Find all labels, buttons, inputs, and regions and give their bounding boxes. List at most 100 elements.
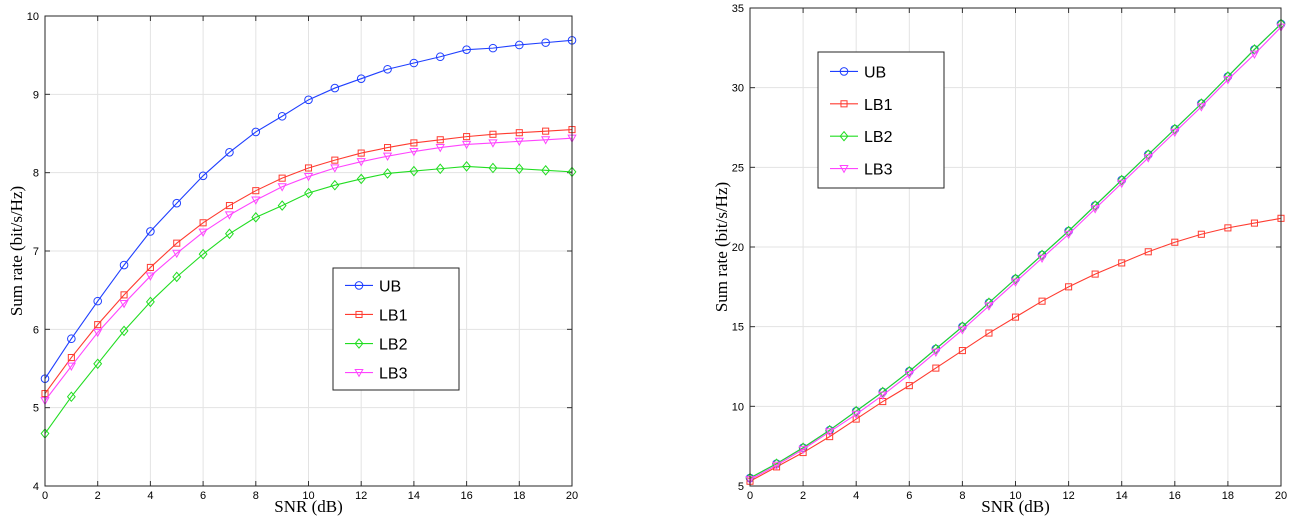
data-point-ub (67, 334, 76, 344)
data-point-ub (488, 43, 498, 53)
data-point-lb1 (436, 136, 444, 144)
legend: UB LB1 LB2 LB3 (332, 267, 460, 391)
data-point-lb3 (145, 272, 156, 281)
legend-label-ub: UB (864, 64, 886, 81)
x-tick-label: 20 (1275, 490, 1287, 502)
data-point-ub (277, 111, 287, 121)
y-tick-label: 5 (33, 403, 39, 415)
x-tick-label: 2 (800, 490, 806, 502)
chart-panel-2: 0 2 4 6 8 10 12 14 16 18 20 5 10 15 20 25 30 35 SNR (dB) Su… (712, 3, 1287, 516)
data-point-lb1 (826, 433, 834, 441)
data-point-lb1 (252, 187, 260, 195)
x-axis-label: SNR (dB) (981, 497, 1049, 516)
data-point-lb2 (409, 165, 419, 177)
data-point-lb2 (119, 325, 129, 337)
legend-label-lb2: LB2 (864, 129, 893, 146)
x-tick-label: 16 (460, 490, 472, 502)
series-lb2 (40, 161, 577, 439)
data-point-lb1 (463, 133, 471, 141)
data-point-lb1 (146, 263, 154, 271)
legend-marker-lb2 (354, 338, 364, 349)
x-tick-label: 14 (408, 490, 420, 502)
data-point-lb2 (172, 271, 182, 283)
legend-box (817, 51, 945, 189)
x-tick-label: 10 (1009, 490, 1021, 502)
axes-frame (44, 15, 573, 487)
data-point-lb1 (199, 219, 207, 227)
data-point-lb1 (173, 239, 181, 247)
data-point-lb2 (304, 187, 313, 199)
data-point-lb2 (1223, 71, 1233, 82)
data-point-lb2 (66, 391, 76, 403)
x-tick-label: 16 (1169, 490, 1181, 502)
data-point-lb3 (356, 158, 366, 167)
x-tick-label: 18 (513, 490, 525, 502)
x-tick-label: 12 (1062, 490, 1074, 502)
data-point-lb2 (1037, 249, 1047, 261)
data-point-lb1 (120, 291, 128, 299)
data-point-lb1 (958, 347, 966, 355)
data-point-ub (541, 38, 550, 47)
data-point-lb2 (1064, 225, 1074, 237)
legend-marker-lb2 (839, 130, 849, 142)
data-point-lb3 (851, 410, 861, 420)
data-point-lb2 (198, 248, 208, 260)
legend-label-ub: UB (379, 278, 401, 295)
x-tick-label: 10 (302, 490, 314, 502)
data-point-lb3 (1117, 179, 1127, 189)
data-point-lb2 (435, 163, 445, 175)
data-point-lb1 (94, 321, 102, 329)
data-point-lb2 (383, 168, 393, 179)
data-point-ub (172, 198, 182, 208)
y-tick-label: 10 (732, 401, 744, 413)
data-point-lb3 (1196, 103, 1206, 112)
data-point-lb2 (904, 365, 914, 377)
data-point-ub (93, 296, 102, 306)
data-point-lb1 (542, 127, 550, 135)
x-tick-label: 2 (95, 490, 101, 502)
data-point-lb2 (878, 386, 888, 398)
x-tick-label: 4 (147, 490, 153, 502)
data-point-lb2 (514, 163, 524, 175)
data-point-lb1 (1091, 270, 1099, 278)
data-point-lb3 (382, 152, 393, 162)
data-point-lb3 (904, 370, 914, 380)
data-point-lb2 (1196, 98, 1206, 109)
legend-label-lb3: LB3 (379, 366, 408, 383)
legend-marker-lb3 (839, 165, 849, 174)
y-tick-label: 6 (33, 324, 39, 336)
legend-label-lb1: LB1 (864, 97, 893, 114)
x-tick-label: 18 (1222, 490, 1234, 502)
data-point-lb3 (172, 249, 182, 259)
data-point-ub (330, 83, 340, 93)
data-point-lb1 (905, 382, 913, 390)
data-point-lb1 (489, 130, 497, 138)
data-point-lb3 (514, 137, 524, 147)
legend-box (332, 267, 460, 391)
data-point-lb3 (984, 302, 994, 311)
data-point-lb3 (66, 362, 76, 371)
data-point-lb1 (331, 156, 339, 164)
data-point-lb2 (145, 296, 155, 308)
data-point-lb1 (357, 149, 365, 157)
data-point-lb3 (1223, 76, 1233, 85)
x-tick-label: 20 (566, 490, 578, 502)
series-line-lb3 (44, 137, 573, 401)
data-point-ub (304, 95, 313, 105)
legend-marker-ub (354, 281, 364, 290)
data-point-lb3 (957, 326, 968, 335)
data-point-lb3 (825, 428, 835, 437)
data-point-lb2 (984, 297, 994, 309)
legend-marker-ub (839, 67, 849, 76)
data-point-lb2 (1011, 273, 1020, 285)
data-point-lb3 (1037, 254, 1047, 263)
data-point-lb1 (985, 329, 993, 337)
y-tick-label: 30 (732, 83, 744, 95)
y-tick-label: 5 (738, 481, 744, 493)
data-point-lb1 (932, 364, 940, 372)
data-point-lb2 (488, 162, 498, 174)
y-tick-label: 9 (33, 89, 39, 101)
data-point-lb3 (1143, 154, 1153, 163)
series-lb1 (41, 126, 576, 398)
x-tick-label: 8 (959, 490, 965, 502)
